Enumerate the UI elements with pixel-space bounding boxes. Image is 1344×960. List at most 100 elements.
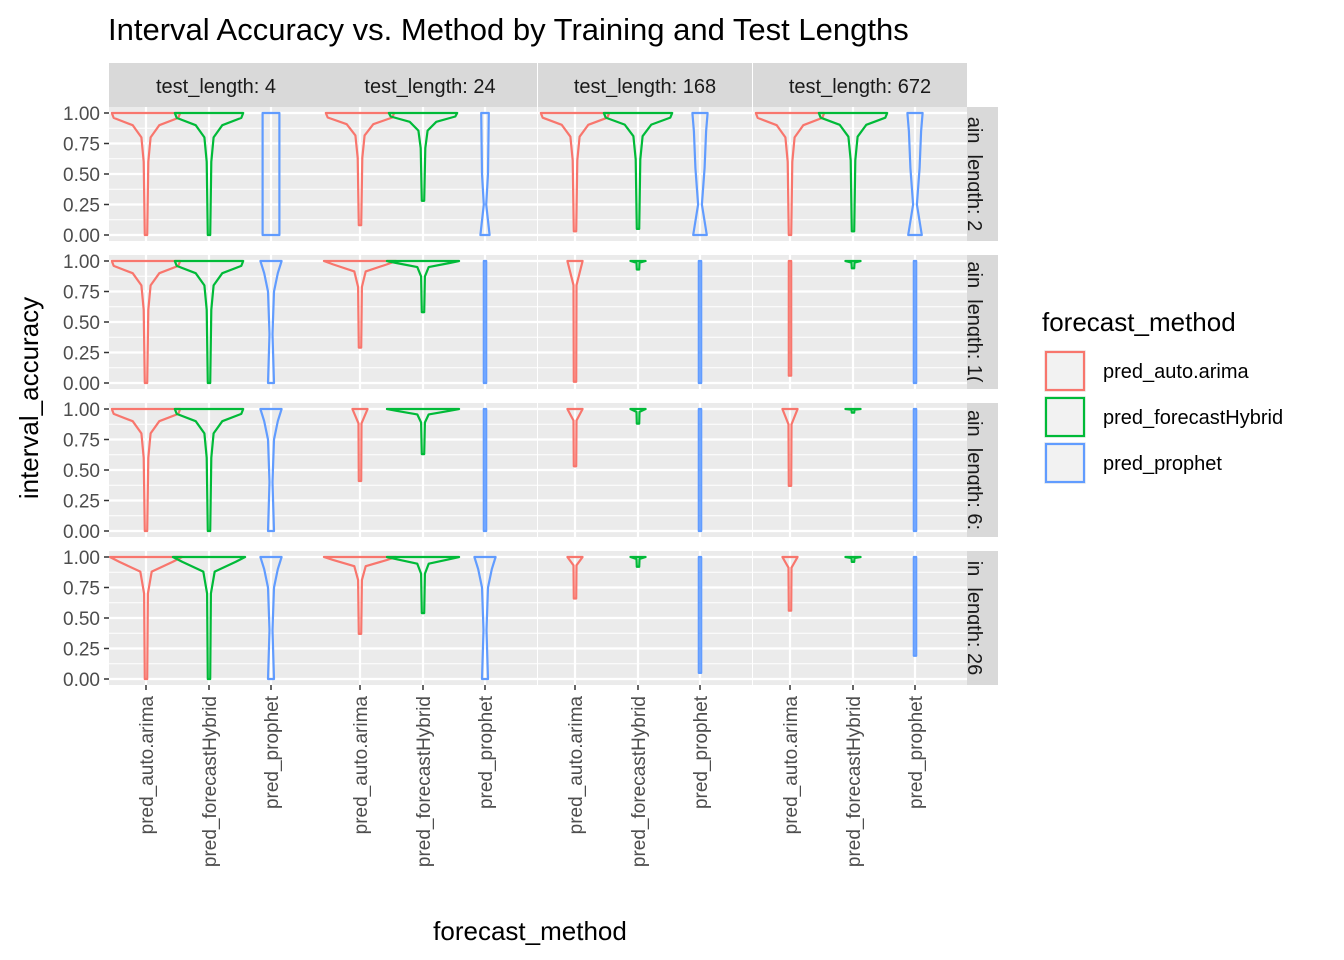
- violin-pred_prophet: [906, 111, 924, 237]
- violin-pred_auto.arima: [110, 407, 182, 533]
- legend-key-background: [1044, 442, 1086, 484]
- legend-key-background: [1044, 350, 1086, 392]
- y-tick-label: 0.25: [63, 196, 100, 217]
- legend-key-pred_auto.arima: [1044, 350, 1086, 392]
- violin-pred_prophet: [261, 111, 281, 237]
- legend-key-pred_forecastHybrid: [1044, 396, 1086, 438]
- col-strip-label: test_length: 168: [574, 76, 716, 98]
- violin-pred_forecastHybrid: [173, 259, 245, 385]
- col-strip: [323, 63, 537, 107]
- legend-key-background: [1044, 396, 1086, 438]
- col-strip: [753, 63, 967, 107]
- violin-pred_prophet: [259, 555, 283, 681]
- y-tick-label: 1.00: [63, 548, 100, 569]
- violin-pred_prophet: [691, 111, 709, 237]
- violin-pred_auto.arima: [781, 555, 799, 612]
- violin-pred_forecastHybrid: [629, 407, 647, 425]
- x-tick-label: pred_auto.arima: [781, 696, 802, 835]
- legend-label: pred_prophet: [1103, 453, 1222, 475]
- col-strip-label: test_length: 24: [364, 76, 495, 98]
- col-strip-label: test_length: 672: [789, 76, 931, 98]
- violin-pred_forecastHybrid: [629, 555, 647, 568]
- y-tick-label: 0.50: [63, 313, 100, 334]
- y-tick-label: 0.00: [63, 670, 100, 691]
- violin-pred_auto.arima: [566, 555, 584, 600]
- violin-pred_forecastHybrid: [173, 407, 245, 533]
- y-tick-label: 0.75: [63, 579, 100, 600]
- row-strip-label: ain_length: 1(: [963, 261, 985, 383]
- y-tick-label: 0.25: [63, 344, 100, 365]
- violin-pred_forecastHybrid: [385, 407, 461, 456]
- violin-pred_prophet: [912, 259, 918, 385]
- violin-pred_prophet: [697, 555, 703, 674]
- col-strip: [109, 63, 323, 107]
- violin-pred_prophet: [697, 407, 703, 533]
- violin-pred_auto.arima: [110, 259, 182, 385]
- x-tick-label: pred_prophet: [476, 695, 497, 809]
- violin-pred_auto.arima: [110, 111, 182, 237]
- violin-pred_forecastHybrid: [844, 407, 862, 414]
- violin-pred_auto.arima: [787, 259, 793, 377]
- panels-layer: test_length: 4 test_length: 24 test_length…: [108, 63, 998, 685]
- violin-pred_forecastHybrid: [844, 555, 862, 563]
- violin-pred_forecastHybrid: [817, 111, 889, 233]
- y-tick-label: 1.00: [63, 400, 100, 421]
- violin-pred_prophet: [912, 555, 918, 657]
- violin-pred_prophet: [479, 111, 491, 237]
- row-strip-label: in_length: 26: [963, 561, 985, 676]
- axes-layer: 0.00 0.25 0.50 0.75 1.00 0.00 0.25 0.50 0.75 1.00…: [63, 104, 927, 867]
- x-tick-label: pred_prophet: [262, 695, 283, 809]
- y-tick-label: 0.75: [63, 135, 100, 156]
- violin-pred_forecastHybrid: [385, 555, 461, 615]
- y-tick-label: 1.00: [63, 104, 100, 125]
- legend-title: forecast_method: [1042, 307, 1236, 337]
- col-strip-label: test_length: 4: [156, 76, 276, 98]
- violin-pred_forecastHybrid: [629, 259, 647, 271]
- violin-pred_prophet: [259, 407, 283, 533]
- y-tick-label: 0.50: [63, 165, 100, 186]
- violin-pred_auto.arima: [566, 407, 584, 468]
- legend: forecast_method pred_auto.arima pred_fore…: [1042, 307, 1283, 484]
- violin-pred_auto.arima: [539, 111, 611, 233]
- x-tick-label: pred_forecastHybrid: [200, 696, 221, 867]
- violin-pred_auto.arima: [781, 407, 799, 487]
- violin-pred_auto.arima: [324, 111, 396, 227]
- chart-title: Interval Accuracy vs. Method by Training…: [108, 12, 909, 47]
- x-tick-label: pred_auto.arima: [137, 696, 158, 835]
- y-tick-label: 0.50: [63, 461, 100, 482]
- y-tick-label: 0.00: [63, 522, 100, 543]
- violin-pred_prophet: [259, 259, 283, 385]
- legend-label: pred_forecastHybrid: [1103, 407, 1283, 429]
- x-tick-label: pred_prophet: [906, 695, 927, 809]
- violin-pred_auto.arima: [322, 555, 398, 635]
- violin-pred_forecastHybrid: [385, 259, 461, 314]
- y-tick-label: 1.00: [63, 252, 100, 273]
- legend-label: pred_auto.arima: [1103, 361, 1250, 383]
- legend-key-pred_prophet: [1044, 442, 1086, 484]
- x-tick-label: pred_auto.arima: [351, 696, 372, 835]
- violin-pred_forecastHybrid: [602, 111, 674, 230]
- y-tick-label: 0.75: [63, 431, 100, 452]
- y-tick-label: 0.50: [63, 609, 100, 630]
- violin-pred_auto.arima: [566, 259, 584, 383]
- violin-pred_auto.arima: [351, 407, 369, 483]
- x-tick-label: pred_auto.arima: [566, 696, 587, 835]
- violin-pred_prophet: [473, 555, 497, 681]
- violin-pred_prophet: [482, 259, 488, 385]
- x-tick-label: pred_forecastHybrid: [414, 696, 435, 867]
- x-tick-label: pred_forecastHybrid: [629, 696, 650, 867]
- y-axis-title: interval_accuracy: [14, 297, 44, 499]
- violin-pred_prophet: [912, 407, 918, 533]
- violin-pred_forecastHybrid: [173, 111, 245, 237]
- col-strip: [538, 63, 752, 107]
- violin-pred_auto.arima: [754, 111, 826, 237]
- violin-pred_auto.arima: [108, 555, 184, 681]
- y-tick-label: 0.75: [63, 283, 100, 304]
- x-axis-title: forecast_method: [433, 916, 627, 946]
- violin-pred_forecastHybrid: [387, 111, 459, 202]
- y-tick-label: 0.25: [63, 492, 100, 513]
- x-tick-label: pred_prophet: [691, 695, 712, 809]
- y-tick-label: 0.00: [63, 374, 100, 395]
- y-tick-label: 0.25: [63, 640, 100, 661]
